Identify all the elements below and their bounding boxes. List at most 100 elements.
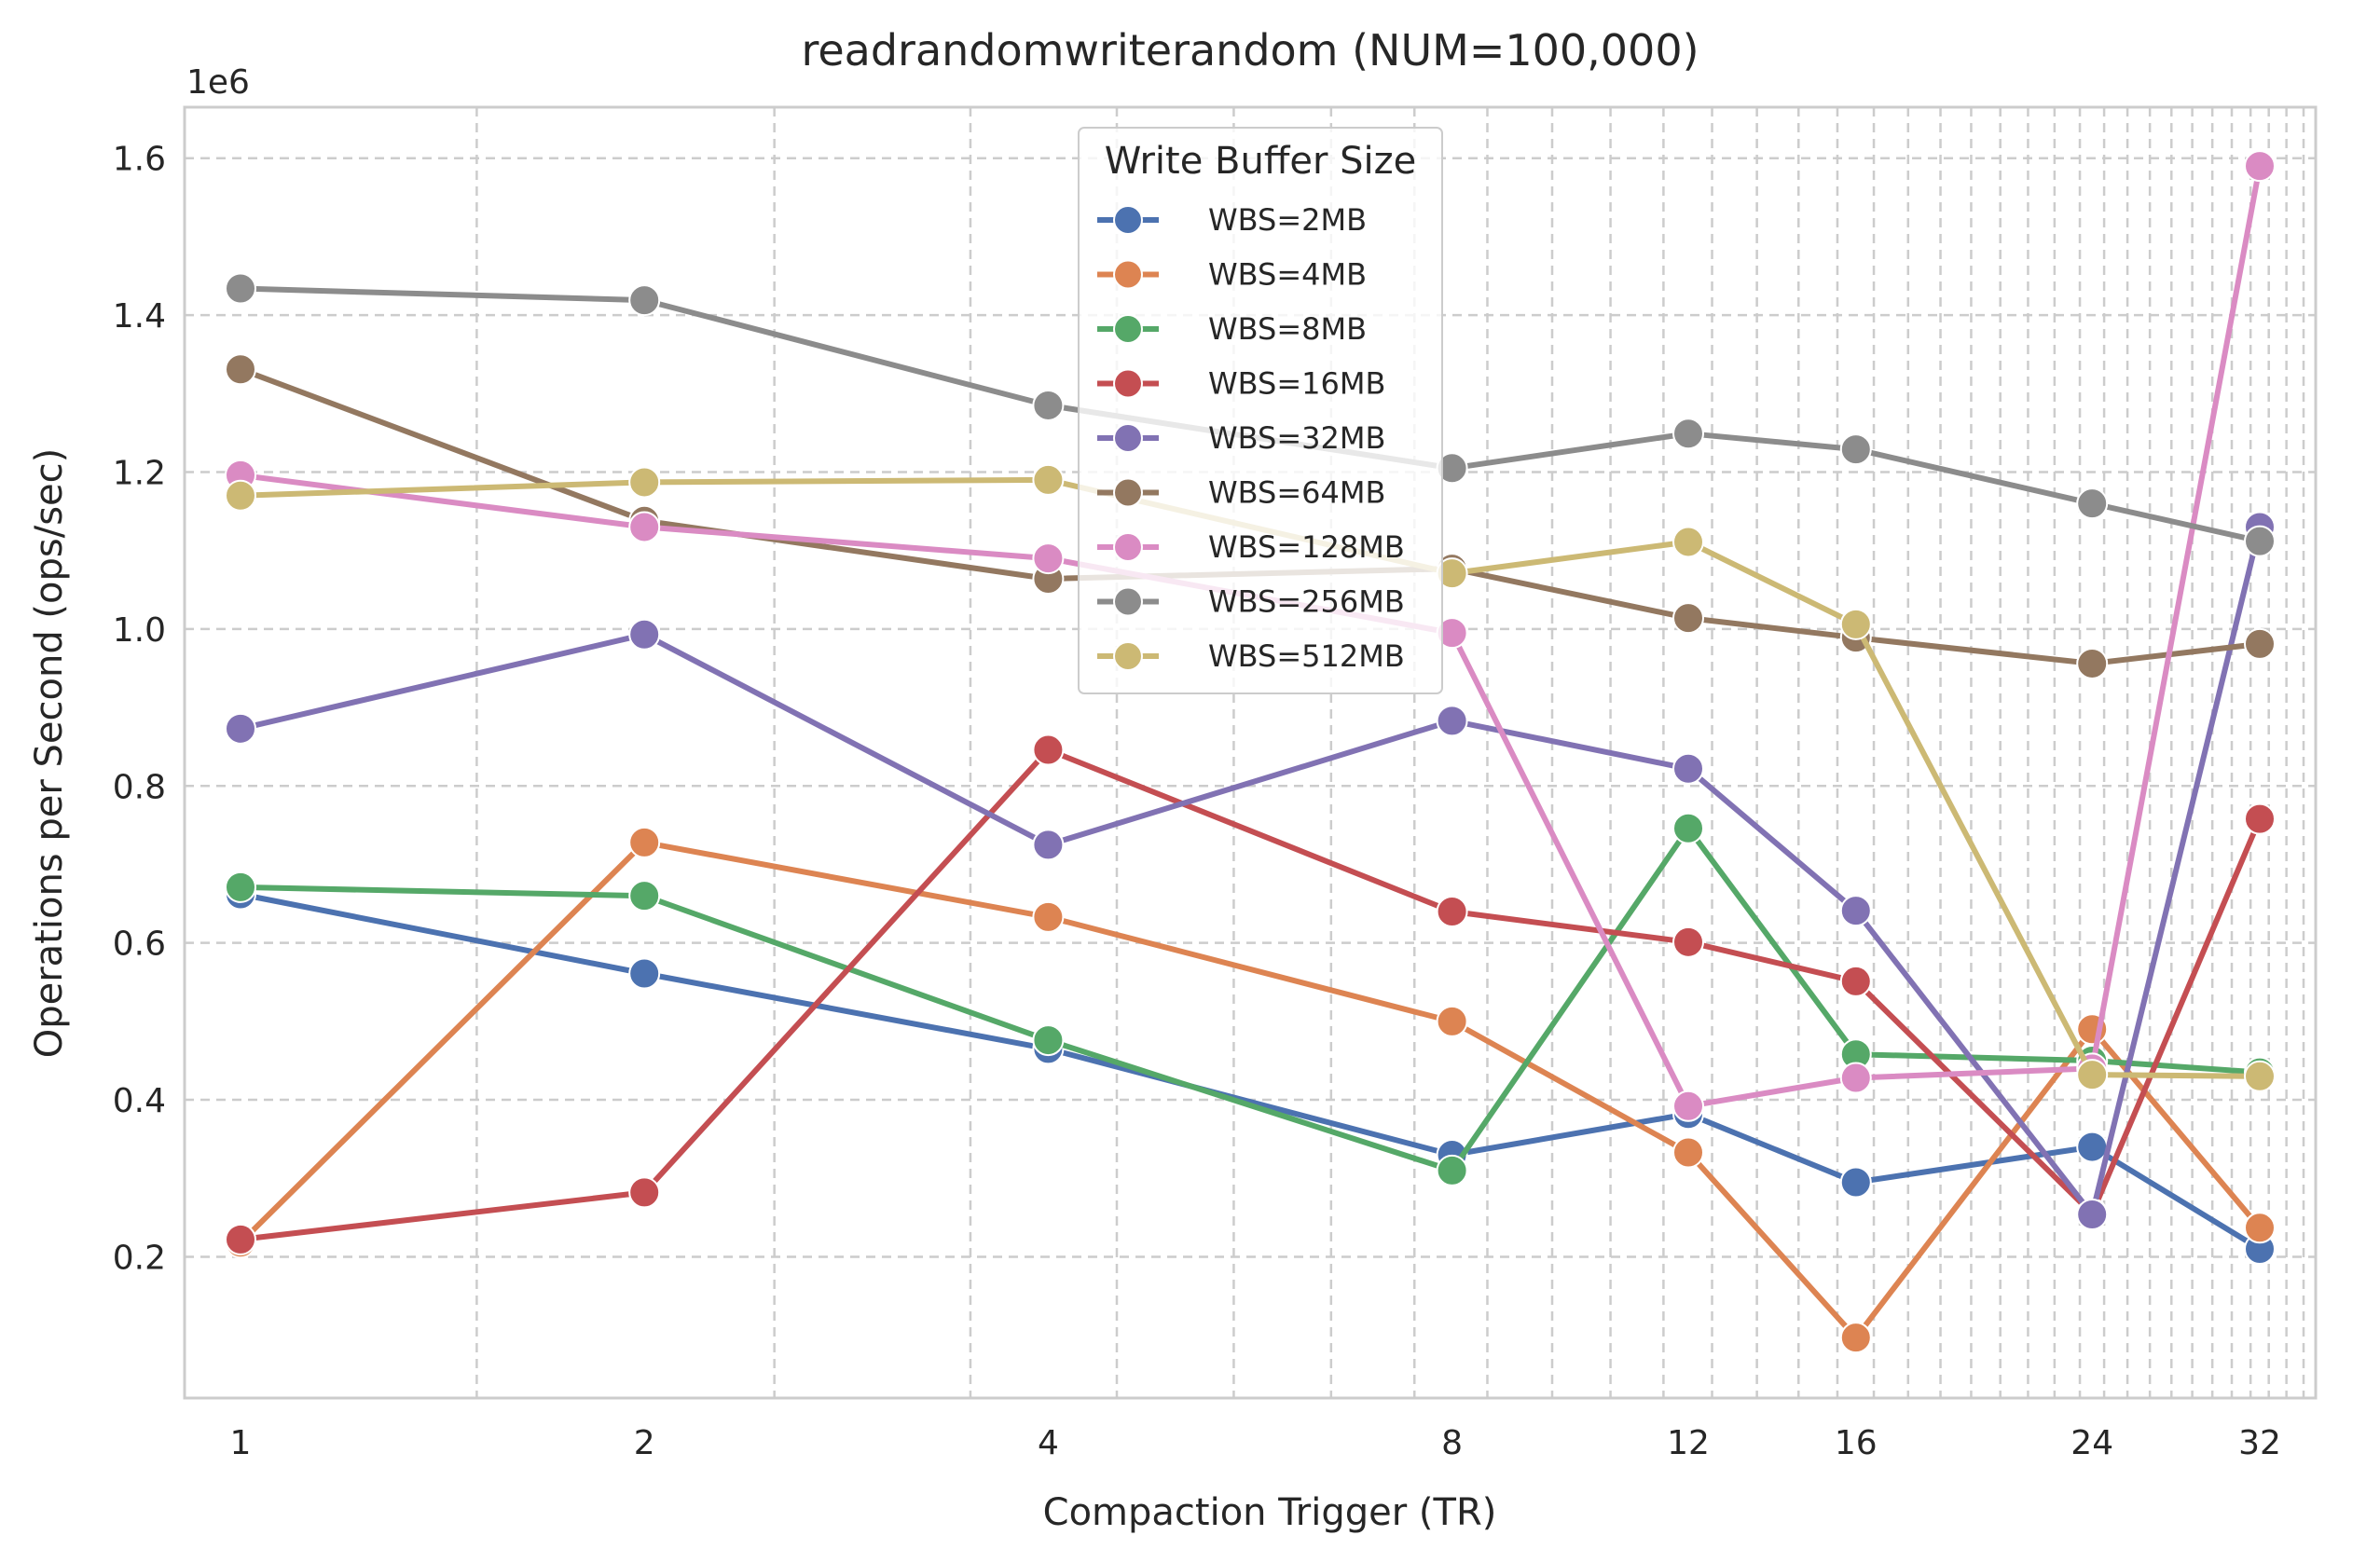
legend-label: WBS=2MB [1208,202,1367,238]
series-line [240,891,2262,1252]
legend-label: WBS=128MB [1208,529,1405,565]
legend-marker [1113,205,1143,235]
y-tick-label: 1.0 [113,611,166,650]
data-point [225,479,256,512]
x-tick-label: 1 [230,1424,252,1462]
legend-marker [1113,314,1143,344]
legend-box [1078,127,1443,694]
series-layer [225,150,2276,1354]
data-point [1436,895,1468,927]
data-point [1672,1136,1705,1169]
x-axis-label: Compaction Trigger (TR) [1043,1491,1497,1534]
y-tick-label: 1.4 [113,297,166,336]
data-point [2244,802,2276,835]
y-tick-label: 0.2 [113,1239,166,1277]
data-point [628,880,661,912]
legend-marker [1113,477,1143,508]
legend: Write Buffer Size WBS=2MB WBS=4MB WBS=8MB W… [1078,127,1443,694]
data-point [1032,734,1065,766]
data-point [1672,602,1705,635]
data-point [2244,525,2276,557]
data-point [1839,433,1872,466]
y-tick-label: 0.8 [113,768,166,806]
series-line [238,839,2263,1341]
data-point [1839,1062,1872,1094]
data-point [1839,895,1872,927]
plot-frame [183,105,2318,1400]
y-tick-label: 1.6 [113,141,166,179]
data-point [1436,705,1468,737]
data-point [1672,752,1705,785]
data-point [225,871,256,903]
tick-layer: 1 2 4 8 12 16 24 320.20.40.60.81.01.21.41.6 [113,141,2281,1462]
data-point [2076,1059,2109,1091]
series-line [240,747,2263,1242]
chart-title: readrandomwriterandom (NUM=100,000) [801,25,1699,75]
data-point [2076,647,2109,679]
legend-marker [1113,423,1143,453]
legend-label: WBS=512MB [1208,638,1405,674]
legend-label: WBS=8MB [1208,311,1367,347]
data-point [1032,1024,1065,1057]
series-line [240,476,2261,1079]
legend-marker [1113,641,1143,671]
data-point [225,712,256,745]
legend-marker [1113,368,1143,399]
data-point [1839,965,1872,997]
series-line [240,285,2261,544]
data-point [1672,526,1705,558]
data-point [2244,627,2276,660]
y-offset-label: 1e6 [186,63,250,102]
data-point [628,1176,661,1209]
y-tick-label: 1.2 [113,455,166,493]
data-point [1672,418,1705,450]
x-tick-label: 12 [1667,1424,1710,1462]
data-point [1436,1154,1468,1186]
data-point [2076,487,2109,520]
data-point [628,618,661,651]
data-point [1672,1090,1705,1122]
data-point [628,284,661,317]
data-point [628,826,661,858]
legend-title: Write Buffer Size [1105,140,1417,183]
data-point [1672,812,1705,844]
data-point [1672,925,1705,958]
x-tick-label: 2 [634,1424,655,1462]
data-point [1839,1322,1872,1354]
data-point [2076,1131,2109,1163]
series-line [240,165,2263,1109]
series-line [240,825,2261,1173]
data-point [225,353,256,386]
data-point [1436,1005,1468,1037]
legend-marker [1113,586,1143,617]
x-tick-label: 16 [1835,1424,1878,1462]
data-point [1032,542,1065,575]
data-point [2244,1060,2276,1092]
legend-marker [1113,532,1143,562]
x-tick-label: 4 [1038,1424,1059,1462]
legend-label: WBS=32MB [1208,420,1385,456]
data-point [2076,1198,2109,1230]
series-line [240,526,2263,1217]
data-point [225,1223,256,1255]
legend-items: WBS=2MB WBS=4MB WBS=8MB WBS=16MB WBS=32MB WBS… [1097,202,1405,674]
data-point [1032,829,1065,861]
data-point [628,511,661,543]
y-tick-label: 0.6 [113,925,166,964]
data-point [225,272,256,305]
legend-label: WBS=4MB [1208,257,1367,293]
data-point [1032,900,1065,933]
y-axis-label: Operations per Second (ops/sec) [28,448,71,1059]
y-tick-label: 0.4 [113,1082,166,1120]
x-tick-label: 32 [2238,1424,2281,1462]
legend-marker [1113,259,1143,290]
data-point [628,957,661,990]
legend-label: WBS=256MB [1208,584,1405,620]
x-tick-label: 24 [2070,1424,2113,1462]
x-tick-label: 8 [1441,1424,1463,1462]
legend-label: WBS=64MB [1208,475,1385,511]
data-point [2244,150,2276,183]
data-point [1032,389,1065,421]
data-point [628,466,661,499]
